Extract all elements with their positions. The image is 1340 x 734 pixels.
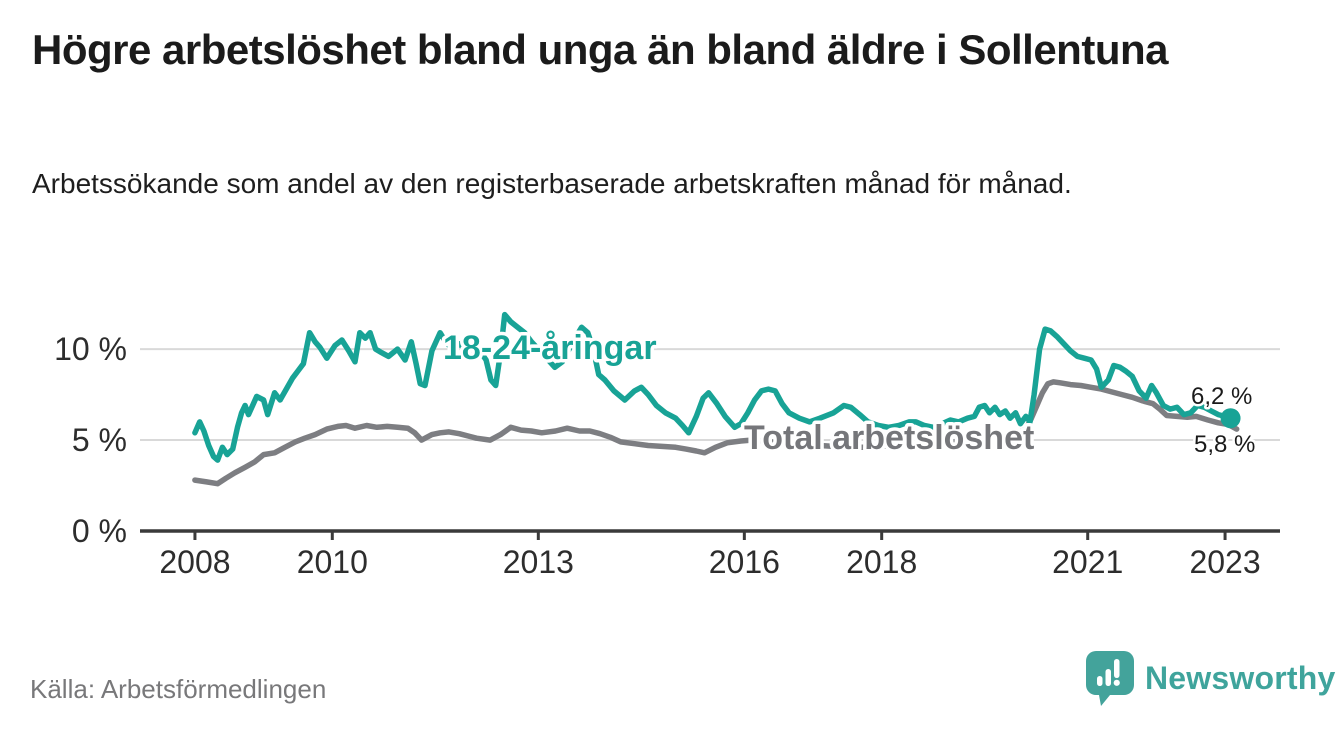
page-title: Högre arbetslöshet bland unga än bland ä… [32, 26, 1169, 73]
logo-bar-short [1097, 676, 1103, 686]
series-label-youth: 18-24-åringar [443, 329, 657, 367]
x-tick-label: 2023 [1189, 544, 1260, 580]
x-tick-label: 2010 [297, 544, 368, 580]
series-line-youth [192, 311, 1234, 463]
page-subtitle: Arbetssökande som andel av den registerb… [32, 168, 1072, 199]
logo-exclamation-dot [1113, 679, 1120, 686]
x-tick-label: 2008 [159, 544, 230, 580]
source-note: Källa: Arbetsförmedlingen [30, 674, 327, 704]
x-tick-label: 2013 [503, 544, 574, 580]
logo-bar-tall [1114, 659, 1120, 678]
x-tick-label: 2021 [1052, 544, 1123, 580]
y-tick-label: 0 % [72, 513, 127, 549]
x-tick-label: 2016 [709, 544, 780, 580]
newsworthy-logo-icon [1086, 651, 1134, 706]
y-tick-label: 10 % [54, 331, 127, 367]
end-value-label-total: 5,8 % [1194, 431, 1255, 458]
chart-axes-layer: 0 % 5 % 10 % 2008 2010 2013 2016 2018 2021 2023 [54, 331, 1280, 580]
brand-name: Newsworthy [1145, 660, 1336, 696]
series-line-total [192, 379, 1240, 487]
series-label-total: Total arbetslöshet [744, 419, 1034, 457]
x-tick-label: 2018 [846, 544, 917, 580]
y-tick-label: 5 % [72, 422, 127, 458]
end-value-label-youth: 6,2 % [1191, 383, 1252, 410]
newsworthy-brand[interactable]: Newsworthy [1086, 651, 1335, 706]
chart-series-layer [192, 311, 1241, 487]
logo-bar-medium [1105, 669, 1111, 686]
series-end-dot [1220, 408, 1241, 429]
